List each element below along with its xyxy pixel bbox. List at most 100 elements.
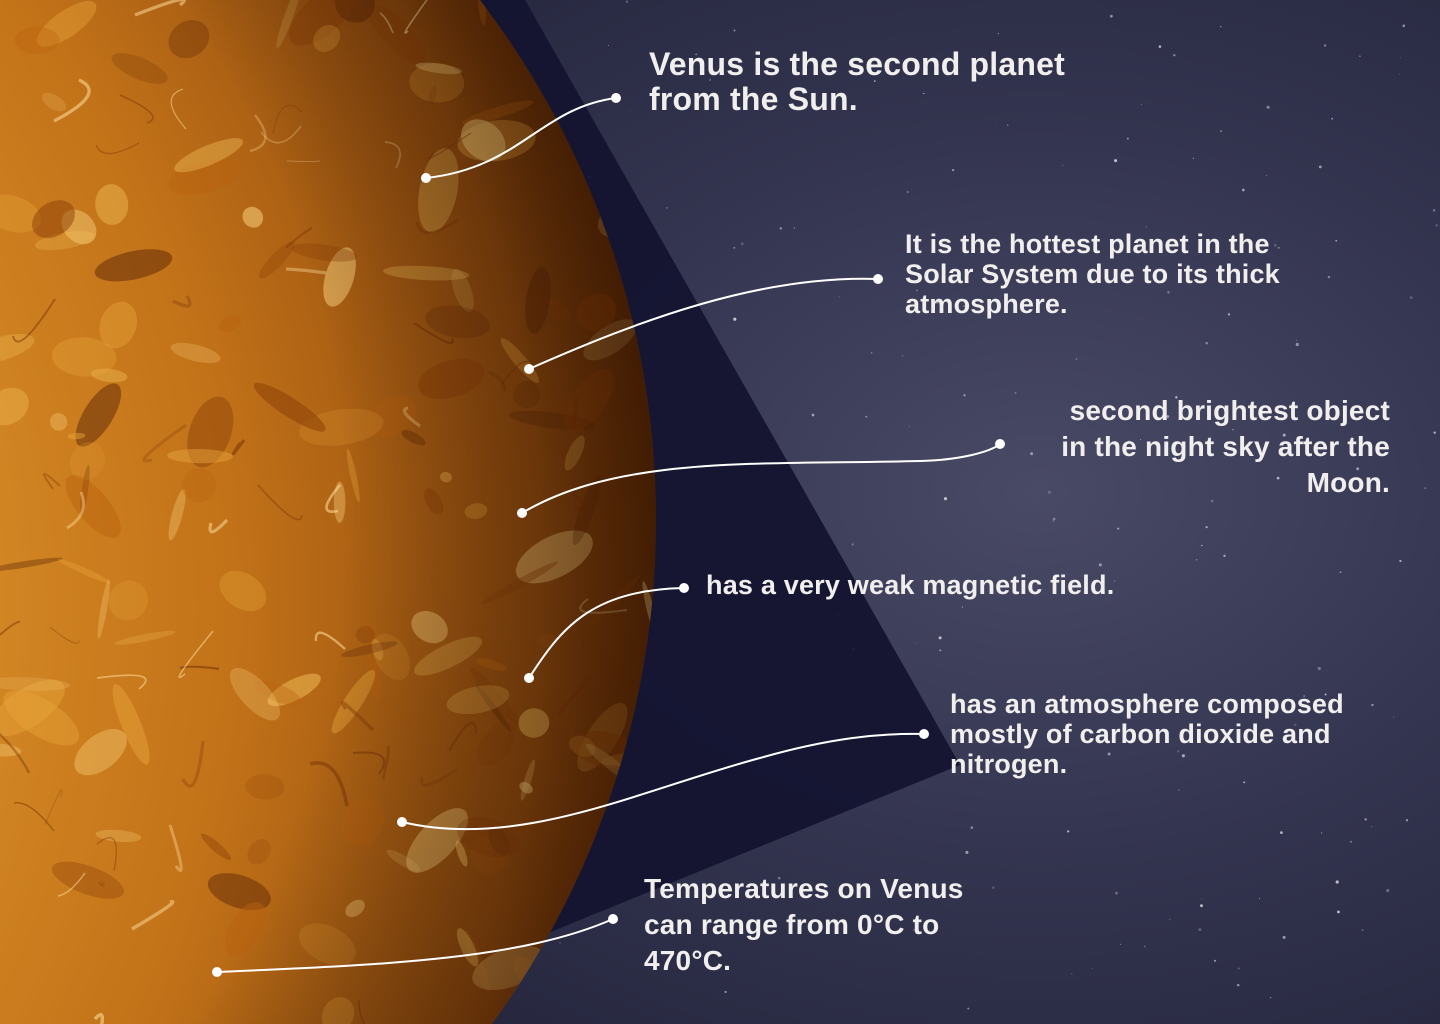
star [670, 53, 671, 54]
star [970, 826, 974, 829]
star [1115, 891, 1118, 895]
star [1243, 781, 1246, 784]
fact-line: has a very weak magnetic field. [706, 570, 1115, 600]
star [793, 227, 795, 229]
star [1339, 571, 1342, 574]
leader-dot [611, 93, 621, 103]
star [1359, 55, 1361, 58]
star [1205, 341, 1208, 345]
star [777, 876, 781, 880]
fact-line: in the night sky after the [1061, 431, 1390, 462]
star [873, 80, 876, 82]
star [997, 32, 999, 35]
star [1280, 831, 1283, 834]
star [1385, 404, 1389, 408]
star [1047, 490, 1051, 494]
fact-line: Moon. [1306, 467, 1390, 498]
star [1030, 452, 1034, 456]
leader-line-3 [521, 443, 1001, 514]
star [1213, 959, 1217, 962]
star [1399, 57, 1401, 59]
leader-line-2 [528, 277, 879, 370]
star [733, 29, 736, 32]
star [1220, 25, 1222, 28]
star [1110, 14, 1113, 18]
leader-line-5 [401, 732, 925, 831]
star [1303, 695, 1306, 698]
star [630, 110, 632, 112]
star [1166, 415, 1170, 418]
star [1282, 433, 1286, 437]
star [901, 354, 904, 357]
star [724, 990, 727, 994]
star [1405, 819, 1409, 822]
star [1229, 281, 1231, 283]
star [1223, 554, 1226, 558]
star [1399, 559, 1402, 563]
star [1173, 53, 1176, 57]
leader-dot [517, 508, 527, 518]
star [906, 190, 909, 194]
star [1120, 943, 1121, 945]
star [665, 206, 668, 209]
star [1091, 967, 1094, 970]
leader-dot [873, 274, 883, 284]
star [1052, 520, 1055, 522]
fact-line: from the Sun. [649, 81, 858, 117]
star [1356, 467, 1360, 471]
star [1093, 590, 1096, 594]
fact-line: Venus is the second planet [649, 46, 1065, 82]
star [1175, 396, 1178, 399]
star [912, 928, 916, 932]
star [1061, 164, 1064, 167]
star [811, 413, 815, 417]
star [1371, 826, 1373, 828]
fact-line: mostly of carbon dioxide and [950, 719, 1331, 749]
star [1258, 898, 1260, 900]
leader-dot [212, 967, 222, 977]
star [965, 850, 969, 854]
star [607, 44, 609, 47]
star [865, 415, 868, 418]
star [963, 394, 966, 397]
star [1296, 339, 1298, 341]
star [1196, 919, 1198, 921]
venus-planet [0, 0, 656, 1024]
star [733, 246, 736, 249]
leader-dots [212, 93, 1005, 977]
star [1107, 752, 1111, 756]
star [994, 124, 996, 126]
star [908, 425, 910, 427]
star [1270, 997, 1272, 999]
leader-line-1 [425, 97, 617, 179]
fact-line: can range from 0°C to [644, 909, 940, 940]
leader-dot [524, 673, 534, 683]
star [1318, 165, 1322, 169]
star [951, 168, 955, 172]
star [1227, 313, 1231, 316]
star [939, 649, 942, 652]
star [963, 305, 965, 307]
star [1392, 715, 1395, 718]
star [1169, 918, 1171, 921]
fact-magnetic-field: has a very weak magnetic field. [706, 570, 1226, 600]
star [1128, 440, 1131, 443]
fact-line: It is the hottest planet in the [905, 229, 1270, 259]
fact-line: second brightest object [1069, 395, 1390, 426]
star [1114, 159, 1118, 163]
star [1293, 723, 1297, 727]
star [851, 543, 854, 546]
star [1335, 880, 1339, 884]
star [1266, 105, 1270, 109]
star [1098, 563, 1102, 567]
star [923, 92, 925, 95]
star [1335, 239, 1338, 242]
fact-second-planet: Venus is the second planet from the Sun. [649, 47, 1169, 117]
star [915, 642, 917, 644]
leader-dot [421, 173, 431, 183]
star [779, 227, 782, 230]
star [1295, 342, 1299, 347]
star [1433, 431, 1436, 434]
